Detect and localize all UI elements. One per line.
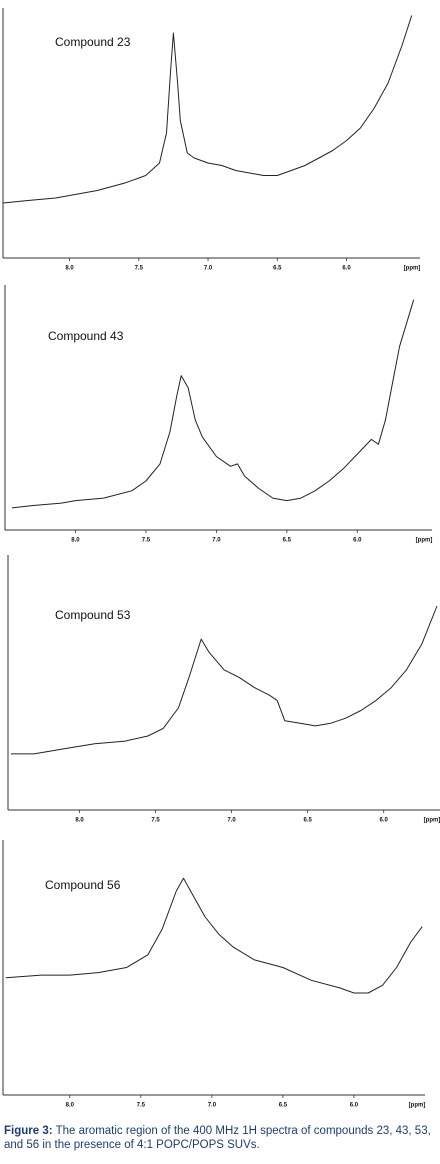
x-axis-label: [ppm] xyxy=(416,538,433,544)
x-tick-label: 7.0 xyxy=(212,538,221,544)
caption-label: Figure 3: xyxy=(4,1125,53,1137)
x-axis-label: [ppm] xyxy=(404,266,421,272)
panel-title: Compound 53 xyxy=(55,608,131,622)
figure: Compound 23 8.0 7.5 7.0 6.5 6.0 [ppm] Compound … xyxy=(2,8,440,1109)
x-tick-label: 8.0 xyxy=(65,266,74,272)
x-tick-label: 7.0 xyxy=(227,818,236,824)
x-tick-label: 7.5 xyxy=(135,266,144,272)
panel-title: Compound 23 xyxy=(55,35,131,49)
x-tick-label: 8.0 xyxy=(66,1103,75,1109)
spectrum-line xyxy=(5,877,423,994)
x-tick-label: 7.0 xyxy=(204,266,213,272)
x-tick-label: 7.5 xyxy=(151,818,160,824)
spectrum-line xyxy=(2,15,413,204)
caption-text: The aromatic region of the 400 MHz 1H sp… xyxy=(4,1125,431,1151)
x-tick-label: 6.0 xyxy=(342,266,351,272)
x-tick-label: 8.0 xyxy=(75,818,84,824)
spectrum-line xyxy=(11,299,415,509)
spectrum-line xyxy=(11,605,438,755)
x-tick-label: 7.0 xyxy=(208,1103,217,1109)
panel-title: Compound 43 xyxy=(48,329,124,343)
x-tick-label: 8.0 xyxy=(71,538,80,544)
caption: Figure 3: The aromatic region of the 400… xyxy=(4,1124,436,1152)
x-tick-label: 7.5 xyxy=(142,538,151,544)
x-tick-label: 6.5 xyxy=(303,818,312,824)
x-tick-label: 6.0 xyxy=(353,538,362,544)
x-tick-label: 6.5 xyxy=(283,538,292,544)
x-tick-label: 6.0 xyxy=(350,1103,359,1109)
panel-title: Compound 56 xyxy=(45,878,121,892)
x-axis-label: [ppm] xyxy=(424,818,440,824)
x-axis-label: [ppm] xyxy=(409,1103,426,1109)
x-tick-label: 6.0 xyxy=(380,818,389,824)
x-tick-label: 6.5 xyxy=(279,1103,288,1109)
x-tick-label: 7.5 xyxy=(137,1103,146,1109)
x-tick-label: 6.5 xyxy=(273,266,282,272)
